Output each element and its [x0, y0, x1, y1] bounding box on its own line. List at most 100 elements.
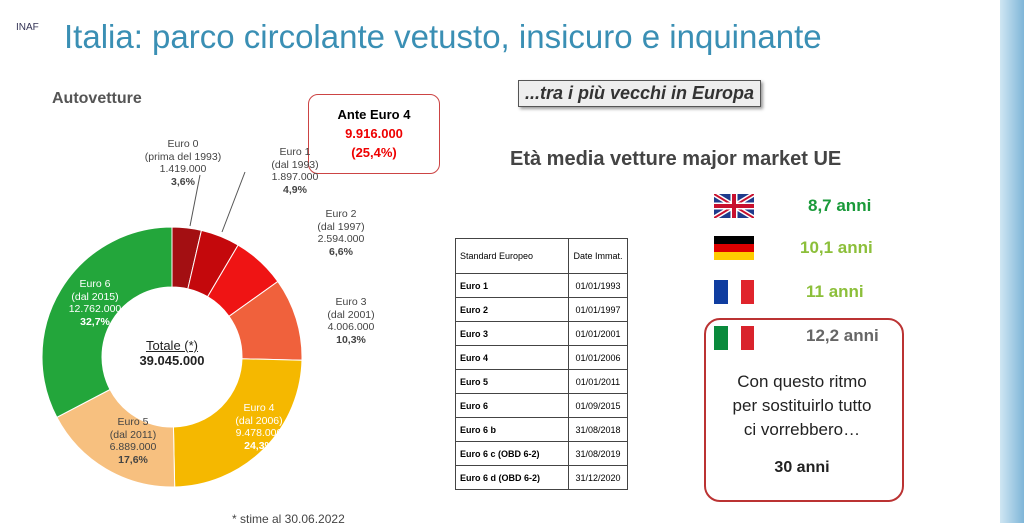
segment-sublabel: (dal 1993): [271, 158, 319, 171]
segment-label: Euro 1 (dal 1993) 1.897.000 4,9%: [240, 146, 350, 196]
table-cell: 31/08/2018: [568, 417, 628, 442]
callout-text: Con questo ritmo per sostituirlo tutto c…: [706, 370, 898, 480]
table-cell: Euro 3: [455, 321, 569, 346]
donut-segment: [172, 358, 303, 488]
segment-sublabel: (prima del 1993): [144, 150, 222, 163]
total: Totale (*) 39.045.000: [124, 338, 220, 368]
table-cell: Euro 5: [455, 369, 569, 394]
table-header: Standard Europeo Date Immat.: [455, 238, 628, 274]
tagline: ...tra i più vecchi in Europa: [518, 80, 762, 107]
highlight-value: 9.916.000: [345, 126, 403, 141]
segment-label: Euro 5 (dal 2011) 6.889.000 17,6%: [78, 416, 188, 466]
table-cell: Euro 6: [455, 393, 569, 418]
segment-percent: 24,3%: [244, 439, 274, 452]
segment-label: Euro 0 (prima del 1993) 1.419.000 3,6%: [128, 138, 238, 188]
table-cell: Euro 2: [455, 297, 569, 322]
segment-value: 6.889.000: [109, 441, 157, 453]
segment-value: 1.419.000: [159, 163, 207, 175]
callout-result: 30 anni: [774, 459, 830, 476]
table-row: Euro 3 01/01/2001: [455, 321, 628, 346]
segment-value: 12.762.000: [68, 303, 122, 315]
age-it: 12,2 anni: [806, 326, 879, 345]
table-cell: 01/01/1993: [568, 273, 628, 298]
segment-sublabel: (dal 2001): [327, 308, 375, 321]
table-row: Euro 6 d (OBD 6-2) 31/12/2020: [455, 465, 628, 490]
highlight-label: Ante Euro 4: [337, 107, 411, 122]
callout-line: ci vorrebbero…: [743, 420, 861, 439]
segment-name: Euro 2: [325, 208, 357, 220]
footnote: * stime al 30.06.2022: [232, 512, 345, 526]
table-cell: 01/01/2006: [568, 345, 628, 370]
decor-stripe: [1000, 0, 1024, 523]
segment-value: 2.594.000: [317, 233, 365, 245]
table-row: Euro 1 01/01/1993: [455, 273, 628, 298]
logo: INAF: [16, 22, 39, 33]
segment-name: Euro 5: [117, 416, 149, 428]
segment-name: Euro 0: [167, 138, 199, 150]
leader-line: [189, 174, 201, 227]
segment-value: 9.478.000: [235, 427, 283, 439]
segment-percent: 4,9%: [283, 183, 307, 196]
table-cell: Euro 6 b: [455, 417, 569, 442]
table-cell: Euro 1: [455, 273, 569, 298]
segment-percent: 32,7%: [80, 315, 110, 328]
table-cell: Euro 6 d (OBD 6-2): [455, 465, 569, 490]
flag-uk: [714, 194, 754, 218]
table-cell: 31/08/2019: [568, 441, 628, 466]
table-cell: 01/01/2011: [568, 369, 628, 394]
table-row: Euro 4 01/01/2006: [455, 345, 628, 370]
total-label: Totale (*): [145, 338, 199, 353]
segment-name: Euro 3: [335, 296, 367, 308]
table-row: Euro 6 c (OBD 6-2) 31/08/2019: [455, 441, 628, 466]
donut-segment: [41, 226, 173, 419]
table-row: Euro 2 01/01/1997: [455, 297, 628, 322]
standards-table: Standard Europeo Date Immat. Euro 1 01/01/1…: [455, 238, 628, 490]
callout-line: Con questo ritmo: [737, 372, 867, 391]
age-title: Età media vetture major market UE: [510, 148, 842, 170]
segment-label: Euro 3 (dal 2001) 4.006.000 10,3%: [296, 296, 406, 346]
segment-percent: 6,6%: [329, 245, 353, 258]
total-value: 39.045.000: [139, 353, 205, 368]
segment-sublabel: (dal 2015): [71, 290, 119, 303]
segment-sublabel: (dal 1997): [317, 220, 365, 233]
segment-percent: 10,3%: [336, 333, 366, 346]
table-header-cell: Standard Europeo: [455, 238, 569, 274]
table-cell: 01/01/1997: [568, 297, 628, 322]
segment-name: Euro 1: [279, 146, 311, 158]
callout-box: [704, 318, 904, 502]
age-uk: 8,7 anni: [808, 196, 872, 215]
table-row: Euro 6 b 31/08/2018: [455, 417, 628, 442]
age-fr: 11 anni: [806, 282, 864, 301]
chart-title: Autovetture: [52, 90, 142, 107]
flag-fr: [714, 280, 754, 304]
segment-sublabel: (dal 2006): [235, 414, 283, 427]
table-row: Euro 5 01/01/2011: [455, 369, 628, 394]
flag-de: [714, 236, 754, 260]
callout-line: per sostituirlo tutto: [732, 396, 872, 415]
donut-chart: [41, 171, 303, 488]
highlight-percent: (25,4%): [351, 145, 397, 160]
leader-line: [221, 171, 246, 233]
table-cell: 01/01/2001: [568, 321, 628, 346]
segment-percent: 17,6%: [118, 453, 148, 466]
table-header-cell: Date Immat.: [568, 238, 628, 274]
table-cell: Euro 4: [455, 345, 569, 370]
segment-value: 1.897.000: [271, 171, 319, 183]
segment-label: Euro 4 (dal 2006) 9.478.000 24,3%: [204, 402, 314, 452]
segment-label: Euro 2 (dal 1997) 2.594.000 6,6%: [286, 208, 396, 258]
age-de: 10,1 anni: [800, 238, 873, 257]
segment-label: Euro 6 (dal 2015) 12.762.000 32,7%: [40, 278, 150, 328]
table-cell: 01/09/2015: [568, 393, 628, 418]
segment-sublabel: (dal 2011): [109, 428, 157, 441]
segment-percent: 3,6%: [171, 175, 195, 188]
slide-title: Italia: parco circolante vetusto, insicu…: [64, 18, 822, 55]
segment-name: Euro 4: [243, 402, 275, 414]
table: Standard Europeo Date Immat. Euro 1 01/01/1…: [455, 238, 628, 490]
segment-name: Euro 6: [79, 278, 111, 290]
table-cell: Euro 6 c (OBD 6-2): [455, 441, 569, 466]
table-cell: 31/12/2020: [568, 465, 628, 490]
highlight-box: Ante Euro 4 9.916.000 (25,4%): [308, 94, 440, 174]
table-row: Euro 6 01/09/2015: [455, 393, 628, 418]
segment-value: 4.006.000: [327, 321, 375, 333]
